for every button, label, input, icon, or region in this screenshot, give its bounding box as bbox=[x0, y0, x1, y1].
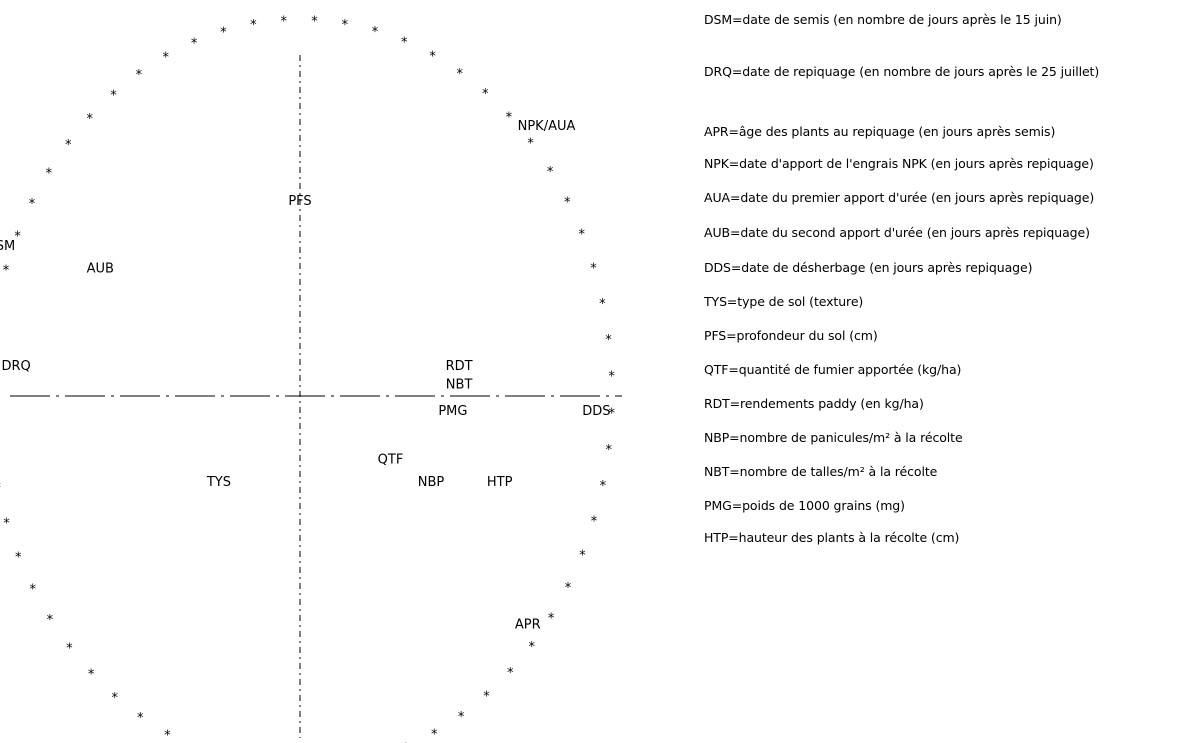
correlation-circle-plot: * * * * * * * * * * * * * * * * * * * * * * * * * * * * * * * * * * * * * * * *… bbox=[0, 14, 622, 743]
circle-asterisk: * bbox=[608, 406, 615, 421]
circle-asterisk: * bbox=[66, 642, 73, 657]
circle-asterisk: * bbox=[47, 613, 54, 628]
variable-label-drq: DRQ bbox=[1, 359, 30, 374]
variable-label-pmg: PMG bbox=[438, 404, 467, 419]
legend-item-drq: DRQ=date de repiquage (en nombre de jour… bbox=[704, 64, 1100, 79]
variable-label-pfs: PFS bbox=[288, 194, 311, 209]
circle-asterisk: * bbox=[578, 228, 585, 243]
variable-label-qtf: QTF bbox=[378, 453, 404, 468]
circle-asterisk: * bbox=[0, 299, 1, 314]
circle-asterisk: * bbox=[579, 548, 586, 563]
legend-item-pmg: PMG=poids de 1000 grains (mg) bbox=[704, 498, 905, 513]
circle-asterisk: * bbox=[590, 262, 597, 277]
correlation-circle: * * * * * * * * * * * * * * * * * * * * * * * * * * * * * * * * * * * * * * * *… bbox=[0, 14, 615, 743]
circle-asterisk: * bbox=[547, 165, 554, 180]
circle-asterisk: * bbox=[15, 550, 22, 565]
variable-label-dsm: DSM bbox=[0, 239, 15, 254]
legend-item-apr: APR=âge des plants au repiquage (en jour… bbox=[704, 124, 1056, 139]
circle-asterisk: * bbox=[14, 230, 21, 245]
legend-item-htp: HTP=hauteur des plants à la récolte (cm) bbox=[704, 530, 960, 545]
circle-asterisk: * bbox=[564, 195, 571, 210]
circle-asterisk: * bbox=[456, 67, 463, 82]
circle-asterisk: * bbox=[220, 26, 227, 41]
variable-label-aub: AUB bbox=[87, 261, 114, 276]
circle-asterisk: * bbox=[191, 36, 198, 51]
variable-label-rdt: RDT bbox=[446, 359, 473, 374]
circle-asterisk: * bbox=[112, 691, 119, 706]
circle-asterisk: * bbox=[65, 138, 72, 153]
legend-item-nbt: NBT=nombre de talles/m² à la récolte bbox=[704, 464, 938, 479]
circle-asterisk: * bbox=[0, 481, 1, 496]
legend-item-qtf: QTF=quantité de fumier apportée (kg/ha) bbox=[704, 362, 962, 377]
circle-asterisk: * bbox=[46, 166, 53, 181]
legend-item-tys: TYS=type de sol (texture) bbox=[704, 294, 864, 309]
circle-asterisk: * bbox=[429, 50, 436, 65]
legend-item-rdt: RDT=rendements paddy (en kg/ha) bbox=[704, 396, 924, 411]
circle-asterisk: * bbox=[342, 18, 349, 33]
circle-asterisk: * bbox=[605, 333, 612, 348]
circle-asterisk: * bbox=[608, 370, 615, 385]
circle-asterisk: * bbox=[506, 111, 513, 126]
circle-asterisk: * bbox=[311, 14, 318, 29]
variable-label-apr: APR bbox=[515, 618, 541, 633]
circle-asterisk: * bbox=[599, 297, 606, 312]
circle-asterisk: * bbox=[600, 479, 607, 494]
circle-asterisk: * bbox=[548, 612, 555, 627]
circle-asterisk: * bbox=[281, 15, 288, 30]
circle-asterisk: * bbox=[591, 514, 598, 529]
circle-asterisk: * bbox=[88, 668, 95, 683]
variable-label-nbt: NBT bbox=[446, 378, 473, 393]
legend-item-dds: DDS=date de désherbage (en jours après r… bbox=[704, 260, 1033, 275]
circle-asterisk: * bbox=[483, 690, 490, 705]
circle-asterisk: * bbox=[528, 640, 535, 655]
variable-label-dds: DDS bbox=[582, 404, 610, 419]
variable-label-npk-aua: NPK/AUA bbox=[518, 119, 576, 134]
circle-asterisk: * bbox=[507, 666, 514, 681]
circle-asterisk: * bbox=[250, 18, 257, 33]
circle-asterisk: * bbox=[136, 68, 143, 83]
circle-asterisk: * bbox=[163, 50, 170, 65]
legend-item-pfs: PFS=profondeur du sol (cm) bbox=[704, 328, 878, 343]
circle-asterisk: * bbox=[30, 583, 37, 598]
circle-asterisk: * bbox=[3, 264, 10, 279]
circle-asterisk: * bbox=[137, 711, 144, 726]
circle-asterisk: * bbox=[565, 581, 572, 596]
circle-asterisk: * bbox=[164, 728, 171, 743]
legend-item-nbp: NBP=nombre de panicules/m² à la récolte bbox=[704, 430, 963, 445]
circle-asterisk: * bbox=[482, 87, 489, 102]
circle-asterisk: * bbox=[431, 728, 438, 743]
circle-asterisk: * bbox=[87, 112, 94, 127]
circle-asterisk: * bbox=[403, 742, 410, 743]
circle-asterisk: * bbox=[29, 197, 36, 212]
legend-item-npk: NPK=date d'apport de l'engrais NPK (en j… bbox=[704, 156, 1094, 171]
variable-label-tys: TYS bbox=[206, 475, 231, 490]
legend-item-aua: AUA=date du premier apport d'urée (en jo… bbox=[704, 190, 1095, 205]
circle-asterisk: * bbox=[527, 136, 534, 151]
legend-item-aub: AUB=date du second apport d'urée (en jou… bbox=[704, 225, 1090, 240]
circle-asterisk: * bbox=[458, 710, 465, 725]
legend-item-dsm: DSM=date de semis (en nombre de jours ap… bbox=[704, 12, 1062, 27]
variable-label-nbp: NBP bbox=[418, 475, 445, 490]
variable-labels: DSM AUB DRQ PFS NPK/AUA RDT NBT PMG DDS QTF NBP HTP… bbox=[0, 119, 611, 633]
circle-asterisk: * bbox=[605, 443, 612, 458]
variable-label-htp: HTP bbox=[487, 475, 513, 490]
circle-asterisk: * bbox=[372, 25, 379, 40]
circle-asterisk: * bbox=[401, 36, 408, 51]
circle-asterisk: * bbox=[110, 88, 117, 103]
circle-asterisk: * bbox=[3, 516, 10, 531]
